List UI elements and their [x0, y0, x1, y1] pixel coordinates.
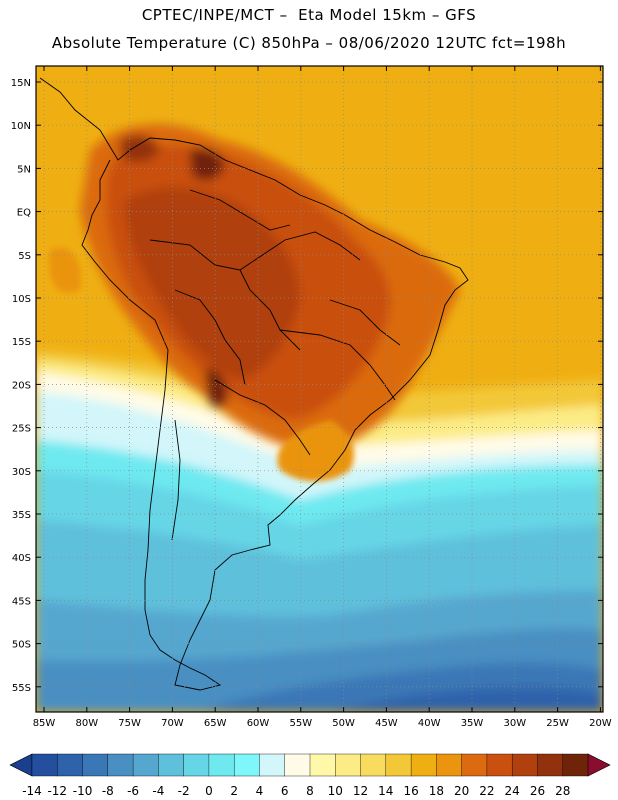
colorbar-labels: -14 -12 -10 -8 -6 -4 -2 0 2 4 6 8 10 12 14 16 18 20 22 24 26…	[22, 784, 570, 798]
colorbar-swatch	[183, 753, 210, 777]
lat-label: 30S	[12, 467, 31, 478]
colorbar-label: 8	[306, 784, 314, 798]
colorbar-swatch	[107, 753, 134, 777]
colorbar-label: 24	[505, 784, 520, 798]
colorbar-label: 6	[281, 784, 289, 798]
colorbar-label: 12	[353, 784, 368, 798]
colorbar-label: 14	[378, 784, 393, 798]
colorbar-max-triangle	[587, 753, 611, 777]
colorbar-label: 0	[205, 784, 213, 798]
colorbar-swatch	[309, 753, 336, 777]
coastlines	[39, 77, 469, 691]
map-frame	[35, 65, 604, 713]
colorbar-swatch	[31, 753, 58, 777]
lat-label: 45S	[12, 596, 31, 607]
lon-label: 25W	[546, 718, 569, 729]
lat-label: 10S	[12, 294, 31, 305]
colorbar-label: 16	[403, 784, 418, 798]
colorbar-label: -14	[22, 784, 42, 798]
colorbar-label: 4	[256, 784, 264, 798]
colorbar-label: 2	[230, 784, 238, 798]
lat-label: 10N	[11, 121, 31, 132]
colorbar-swatch	[233, 753, 260, 777]
lon-label: 70W	[161, 718, 184, 729]
colorbar-label: -6	[127, 784, 139, 798]
colorbar-swatch	[57, 753, 84, 777]
lon-label: 75W	[118, 718, 141, 729]
graticule	[36, 66, 603, 712]
lon-label: 20W	[589, 718, 612, 729]
colorbar-swatch	[486, 753, 513, 777]
colorbar-swatch	[410, 753, 437, 777]
lat-label: 5S	[18, 251, 31, 262]
temperature-field	[36, 66, 603, 712]
chart-title-line-2: Absolute Temperature (C) 850hPa – 08/06/…	[51, 34, 567, 52]
lon-label: 30W	[503, 718, 526, 729]
lat-label: 35S	[12, 510, 31, 521]
lon-label: 40W	[418, 718, 441, 729]
colorbar-swatch	[562, 753, 589, 777]
lat-label: 15S	[12, 337, 31, 348]
colorbar-label: 28	[555, 784, 570, 798]
lon-label: 85W	[33, 718, 56, 729]
colorbar-swatch	[360, 753, 387, 777]
colorbar-label: -12	[47, 784, 67, 798]
lat-label: 40S	[12, 553, 31, 564]
lon-label: 80W	[75, 718, 98, 729]
lon-label: 45W	[375, 718, 398, 729]
colorbar-swatch	[259, 753, 286, 777]
longitude-labels: 85W 80W 75W 70W 65W 60W 55W 50W 45W 40W 35W 30W 25W 2…	[33, 718, 612, 729]
colorbar-swatch	[284, 753, 311, 777]
colorbar-label: 22	[479, 784, 494, 798]
chart-title-line-1: CPTEC/INPE/MCT – Eta Model 15km – GFS	[141, 6, 477, 24]
colorbar-min-triangle	[9, 753, 33, 777]
colorbar-label: -2	[178, 784, 190, 798]
colorbar-swatch	[511, 753, 538, 777]
axis-ticks	[36, 66, 603, 712]
colorbar-swatch	[132, 753, 159, 777]
lon-label: 35W	[461, 718, 484, 729]
lat-label: 5N	[17, 164, 31, 175]
colorbar-label: 26	[530, 784, 545, 798]
lon-label: 55W	[289, 718, 312, 729]
colorbar-swatch	[537, 753, 564, 777]
lat-label: EQ	[17, 208, 31, 219]
colorbar-swatch	[82, 753, 109, 777]
lon-label: 50W	[332, 718, 355, 729]
lat-label: 20S	[12, 380, 31, 391]
colorbar-swatch	[335, 753, 362, 777]
colorbar-swatch	[208, 753, 235, 777]
colorbar-swatch	[461, 753, 488, 777]
colorbar-label: -4	[152, 784, 164, 798]
lat-label: 25S	[12, 424, 31, 435]
colorbar-swatch	[436, 753, 463, 777]
colorbar-label: 20	[454, 784, 469, 798]
lat-label: 55S	[12, 683, 31, 694]
lon-label: 65W	[204, 718, 227, 729]
colorbar-swatch	[385, 753, 412, 777]
colorbar-label: 10	[328, 784, 343, 798]
colorbar-label: -10	[73, 784, 93, 798]
colorbar	[9, 753, 611, 777]
lat-label: 50S	[12, 640, 31, 651]
colorbar-label: -8	[102, 784, 114, 798]
colorbar-label: 18	[429, 784, 444, 798]
lon-label: 60W	[247, 718, 270, 729]
colorbar-swatch	[158, 753, 185, 777]
latitude-labels: 15N 10N 5N EQ 5S 10S 15S 20S 25S 30S 35S 40S 45S 50S 5…	[11, 78, 31, 694]
lat-label: 15N	[11, 78, 31, 89]
